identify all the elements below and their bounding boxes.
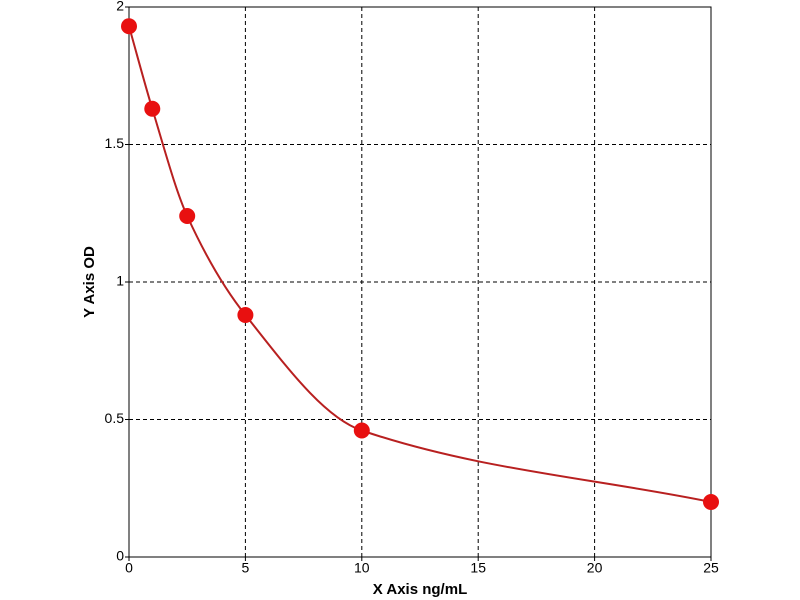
y-tick-label: 1 [116,273,124,289]
y-tick-label: 0 [116,548,124,564]
data-point [353,422,370,439]
x-tick-label: 5 [242,560,250,576]
y-tick-label: 2 [116,0,124,14]
y-tick-label: 1.5 [105,135,125,151]
plot-frame [128,6,712,558]
data-point [121,18,137,35]
x-tick-label: 20 [587,560,603,576]
y-tick-label: 0.5 [105,410,125,426]
data-point [179,208,196,224]
x-tick-label: 0 [125,560,133,576]
y-axis-title: Y Axis OD [81,246,98,318]
x-tick-label: 15 [470,560,486,576]
data-point [144,100,161,117]
x-axis-title: X Axis ng/mL [373,581,467,598]
x-tick-label: 10 [354,560,370,576]
data-point [237,307,254,323]
x-tick-label: 25 [703,560,719,576]
fit-curve [128,25,712,503]
data-point [703,494,719,510]
